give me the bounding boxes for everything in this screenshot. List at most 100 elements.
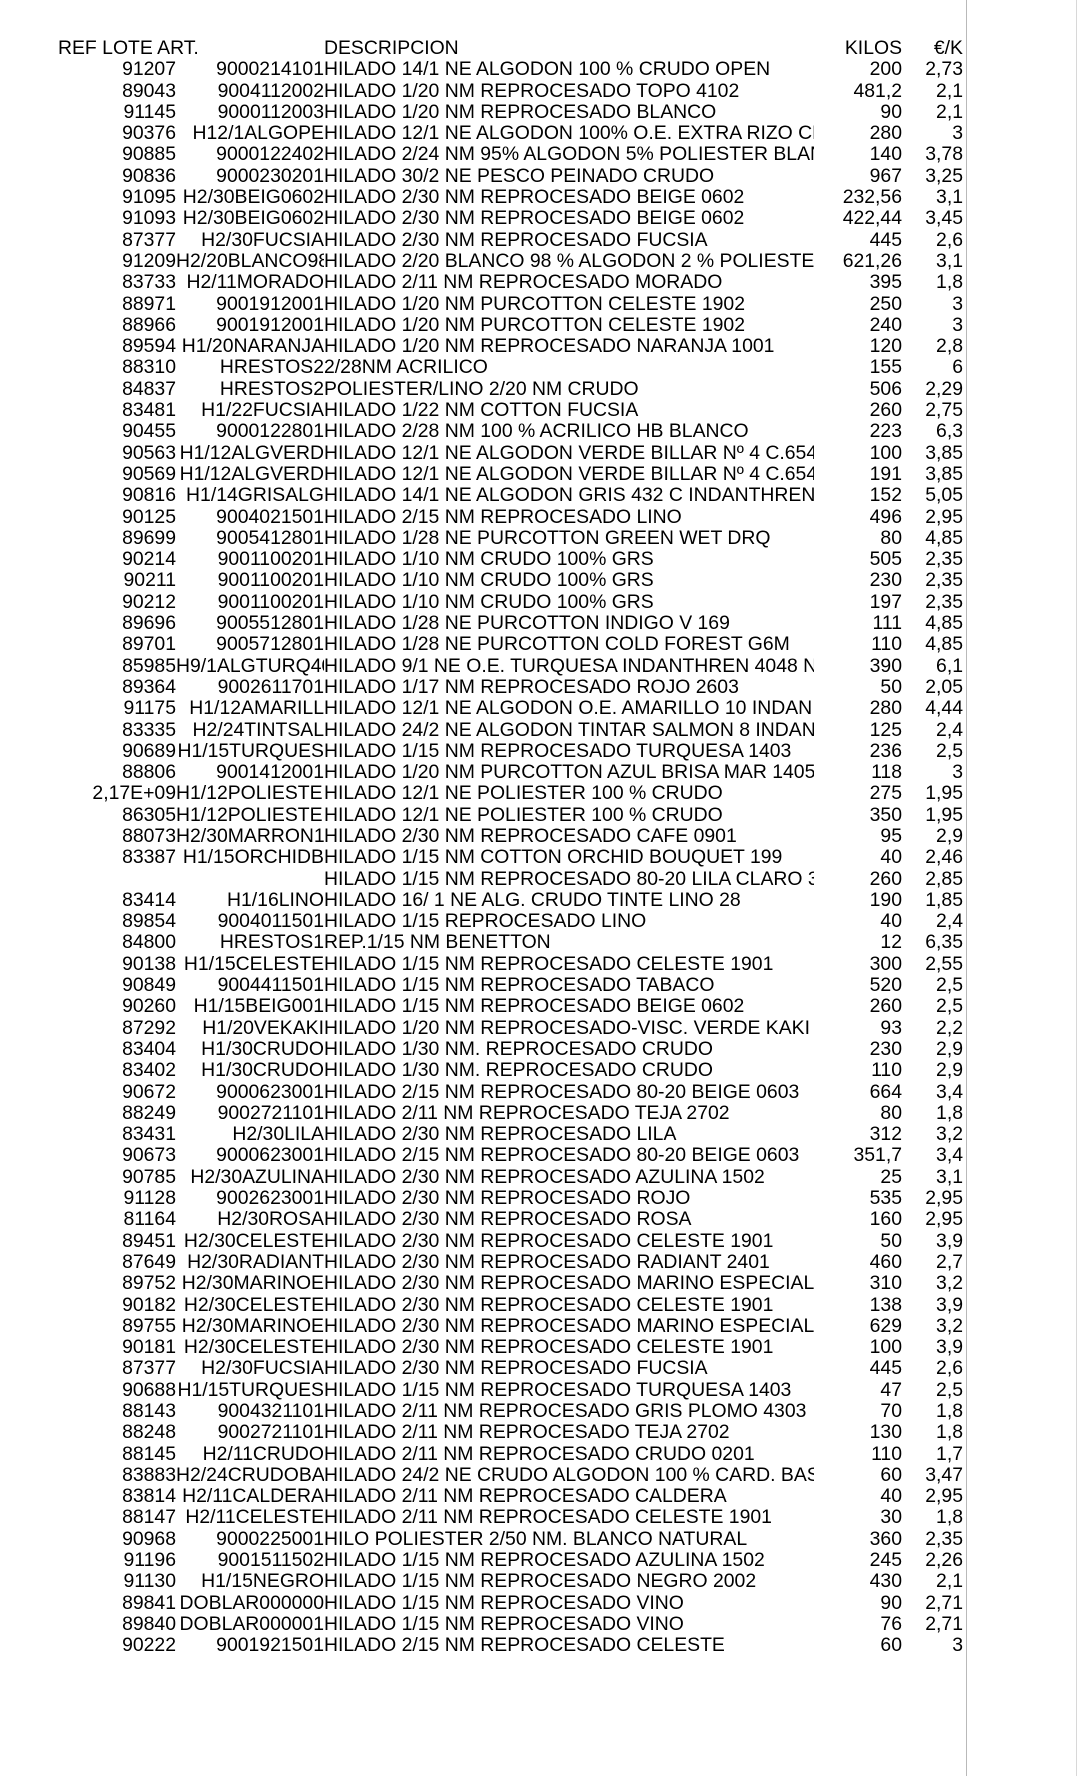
cell-kilos: 118 [871, 762, 902, 784]
cell-lote-art: H1/12POLIESTER [176, 783, 324, 805]
table-row: 84837 HRESTOS2 POLIESTER/LINO 2/20 NM CRUD… [58, 379, 963, 400]
table-row: 90455 9000122801 HILADO 2/28 NM 100 % ACRI… [58, 421, 963, 442]
cell-ref: 90211 [123, 570, 176, 592]
cell-eur-per-kilo: 2,9 [936, 1038, 963, 1060]
cell-ref: 88249 [122, 1102, 176, 1124]
cell-eur-per-kilo: 2,73 [925, 59, 963, 81]
cell-ref: 83814 [122, 1486, 176, 1508]
cell-kilos: 100 [869, 1337, 902, 1359]
cell-ref: 83481 [122, 400, 176, 422]
table-row: 83404 H1/30CRUDO HILADO 1/30 NM. REPROCESA… [58, 1039, 963, 1060]
cell-ref: 89696 [122, 613, 176, 635]
cell-descripcion: HILADO 14/1 NE ALGODON GRIS 432 C INDANT… [324, 485, 814, 507]
cell-ref: 83402 [122, 1060, 176, 1082]
cell-lote-art: 9005412801 [216, 527, 324, 549]
cell-ref: 90836 [122, 165, 176, 187]
cell-lote-art: 9005712801 [216, 634, 324, 656]
table-row: 90673 9000623001 HILADO 2/15 NM REPROCESAD… [58, 1145, 963, 1166]
cell-lote-art: 9001912001 [216, 314, 324, 336]
cell-lote-art: H1/15TURQUES [177, 740, 324, 762]
table-row: 83414 H1/16LINO HILADO 16/ 1 NE ALG. CRUDO… [58, 890, 963, 911]
table-row: 91128 9002623001 HILADO 2/30 NM REPROCESAD… [58, 1188, 963, 1209]
cell-ref: 89364 [122, 676, 176, 698]
table-row: 88073 H2/30MARRON1 HILADO 2/30 NM REPROCES… [58, 826, 963, 847]
cell-eur-per-kilo: 2,71 [925, 1592, 963, 1614]
cell-kilos: 664 [869, 1081, 902, 1103]
cell-lote-art: H1/15CELESTE [183, 953, 324, 975]
cell-eur-per-kilo: 3,4 [936, 1081, 963, 1103]
cell-ref: 81164 [123, 1209, 176, 1231]
cell-ref: 87377 [122, 229, 176, 251]
cell-eur-per-kilo: 2,7 [936, 1251, 963, 1273]
cell-eur-per-kilo: 1,8 [936, 1102, 963, 1124]
cell-descripcion: HILADO 2/20 BLANCO 98 % ALGODON 2 % POLI… [324, 250, 814, 272]
cell-kilos: 430 [869, 1571, 902, 1593]
cell-kilos: 110 [871, 1443, 902, 1465]
cell-descripcion: HILADO 1/15 NM REPROCESADO AZULINA 1502 [324, 1550, 765, 1572]
cell-eur-per-kilo: 6,35 [925, 932, 963, 954]
cell-lote-art: H2/20BLANCO98 [176, 250, 324, 272]
cell-lote-art: H2/30CELESTE [183, 1337, 324, 1359]
cell-descripcion: HILADO 1/30 NM. REPROCESADO CRUDO [324, 1038, 713, 1060]
cell-eur-per-kilo: 3,4 [936, 1145, 963, 1167]
cell-lote-art: H1/16LINO [226, 889, 324, 911]
cell-kilos: 155 [869, 357, 902, 379]
cell-kilos: 140 [869, 144, 902, 166]
cell-kilos: 360 [869, 1528, 902, 1550]
table-row: 89854 9004011501 HILADO 1/15 REPROCESADO L… [58, 911, 963, 932]
cell-kilos: 967 [869, 165, 902, 187]
cell-kilos: 80 [880, 1102, 902, 1124]
cell-lote-art: 9004011501 [217, 911, 324, 933]
cell-descripcion: HILADO 2/11 NM REPROCESADO CELESTE 1901 [324, 1507, 772, 1529]
cell-ref: 88143 [122, 1401, 176, 1422]
cell-descripcion: HILADO 1/15 REPROCESADO LINO [324, 911, 647, 933]
cell-eur-per-kilo: 2,35 [925, 549, 963, 571]
cell-lote-art: H2/30MARINOE [181, 1273, 324, 1295]
cell-eur-per-kilo: 3 [952, 123, 963, 145]
cell-lote-art: 9002623001 [216, 1188, 324, 1210]
cell-descripcion: HILADO 2/11 NM REPROCESADO CALDERA [324, 1486, 727, 1508]
cell-kilos: 47 [880, 1379, 902, 1401]
cell-kilos: 40 [880, 847, 902, 869]
cell-eur-per-kilo: 2,71 [925, 1613, 963, 1635]
cell-kilos: 280 [869, 698, 902, 720]
cell-ref: 87377 [122, 1358, 176, 1380]
cell-kilos: 60 [880, 1635, 902, 1657]
cell-lote-art: 9000225001 [216, 1528, 324, 1550]
cell-ref: 88966 [122, 314, 176, 336]
cell-kilos: 481,2 [853, 80, 902, 102]
cell-lote-art: H1/30CRUDO [201, 1060, 324, 1082]
column-header-eur-per-kilo: €/K [933, 38, 963, 59]
cell-kilos: 390 [869, 655, 902, 677]
cell-lote-art: H2/24CRUDOBA [176, 1464, 324, 1486]
cell-ref: 90816 [122, 485, 176, 507]
cell-lote-art: H1/22FUCSIA [201, 400, 324, 422]
cell-lote-art: 9002721101 [217, 1102, 324, 1124]
cell-ref: 84837 [122, 378, 176, 400]
cell-eur-per-kilo: 3,1 [936, 187, 963, 209]
cell-lote-art: H2/11CELESTE [185, 1507, 324, 1529]
table-row: 90222 9001921501 HILADO 2/15 NM REPROCESAD… [58, 1635, 963, 1656]
cell-kilos: 40 [880, 1486, 902, 1508]
cell-descripcion: HILADO 2/30 NM REPROCESADO LILA [324, 1124, 677, 1146]
table-row: 89043 9004112002 HILADO 1/20 NM REPROCESAD… [58, 81, 963, 102]
table-row: 91130 H1/15NEGRO HILADO 1/15 NM REPROCESAD… [58, 1571, 963, 1592]
cell-descripcion: HILADO 2/15 NM REPROCESADO 80-20 BEIGE 0… [324, 1081, 800, 1103]
cell-eur-per-kilo: 6 [952, 357, 963, 379]
cell-kilos: 445 [869, 229, 902, 251]
cell-kilos: 232,56 [842, 187, 902, 209]
table-header: REF LOTE ART. DESCRIPCION KILOS €/K [58, 38, 963, 59]
table-row: 90260 H1/15BEIG001 HILADO 1/15 NM REPROCES… [58, 996, 963, 1017]
cell-descripcion: HILADO 2/15 NM REPROCESADO 80-20 BEIGE 0… [324, 1145, 800, 1167]
cell-descripcion: HILADO 12/1 NE ALGODON O.E. AMARILLO 10 … [324, 698, 813, 720]
cell-kilos: 40 [880, 911, 902, 933]
table-row: 81164 H2/30ROSA HILADO 2/30 NM REPROCESADO… [58, 1209, 963, 1230]
cell-eur-per-kilo: 2,6 [936, 229, 963, 251]
cell-kilos: 110 [871, 634, 902, 656]
cell-ref: 90673 [122, 1145, 176, 1167]
cell-eur-per-kilo: 1,85 [925, 889, 963, 911]
cell-ref: 88310 [122, 357, 176, 379]
cell-ref: 83335 [122, 719, 176, 741]
cell-lote-art: 9000230201 [216, 165, 324, 187]
cell-ref: 87292 [122, 1017, 176, 1039]
